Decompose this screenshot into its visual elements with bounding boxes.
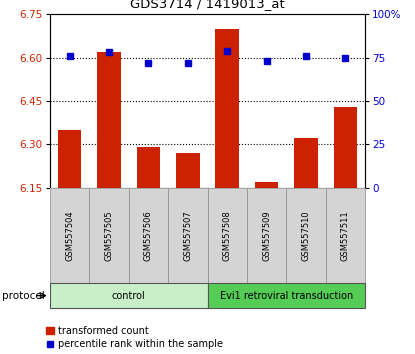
Text: control: control bbox=[112, 291, 146, 301]
Text: Evi1 retroviral transduction: Evi1 retroviral transduction bbox=[220, 291, 353, 301]
Bar bbox=[286, 188, 326, 283]
Text: protocol: protocol bbox=[2, 291, 45, 301]
Bar bbox=[97, 52, 121, 188]
Bar bbox=[50, 283, 208, 308]
Text: GSM557509: GSM557509 bbox=[262, 210, 271, 261]
Text: GSM557504: GSM557504 bbox=[65, 210, 74, 261]
Bar bbox=[334, 107, 357, 188]
Text: GSM557507: GSM557507 bbox=[183, 210, 192, 261]
Text: GSM557505: GSM557505 bbox=[105, 210, 113, 261]
Text: GSM557508: GSM557508 bbox=[223, 210, 232, 261]
Text: GSM557506: GSM557506 bbox=[144, 210, 153, 261]
Bar bbox=[208, 188, 247, 283]
Bar bbox=[215, 29, 239, 188]
Title: GDS3714 / 1419013_at: GDS3714 / 1419013_at bbox=[130, 0, 285, 10]
Text: GSM557511: GSM557511 bbox=[341, 210, 350, 261]
Bar bbox=[326, 188, 365, 283]
Bar bbox=[294, 138, 318, 188]
Bar bbox=[137, 147, 160, 188]
Bar bbox=[129, 188, 168, 283]
Bar bbox=[50, 188, 89, 283]
Bar bbox=[247, 188, 286, 283]
Bar bbox=[208, 283, 365, 308]
Bar bbox=[176, 153, 200, 188]
Bar bbox=[58, 130, 81, 188]
Bar bbox=[168, 188, 208, 283]
Bar bbox=[255, 182, 278, 188]
Text: GSM557510: GSM557510 bbox=[302, 210, 310, 261]
Legend: transformed count, percentile rank within the sample: transformed count, percentile rank withi… bbox=[46, 326, 223, 349]
Bar bbox=[89, 188, 129, 283]
